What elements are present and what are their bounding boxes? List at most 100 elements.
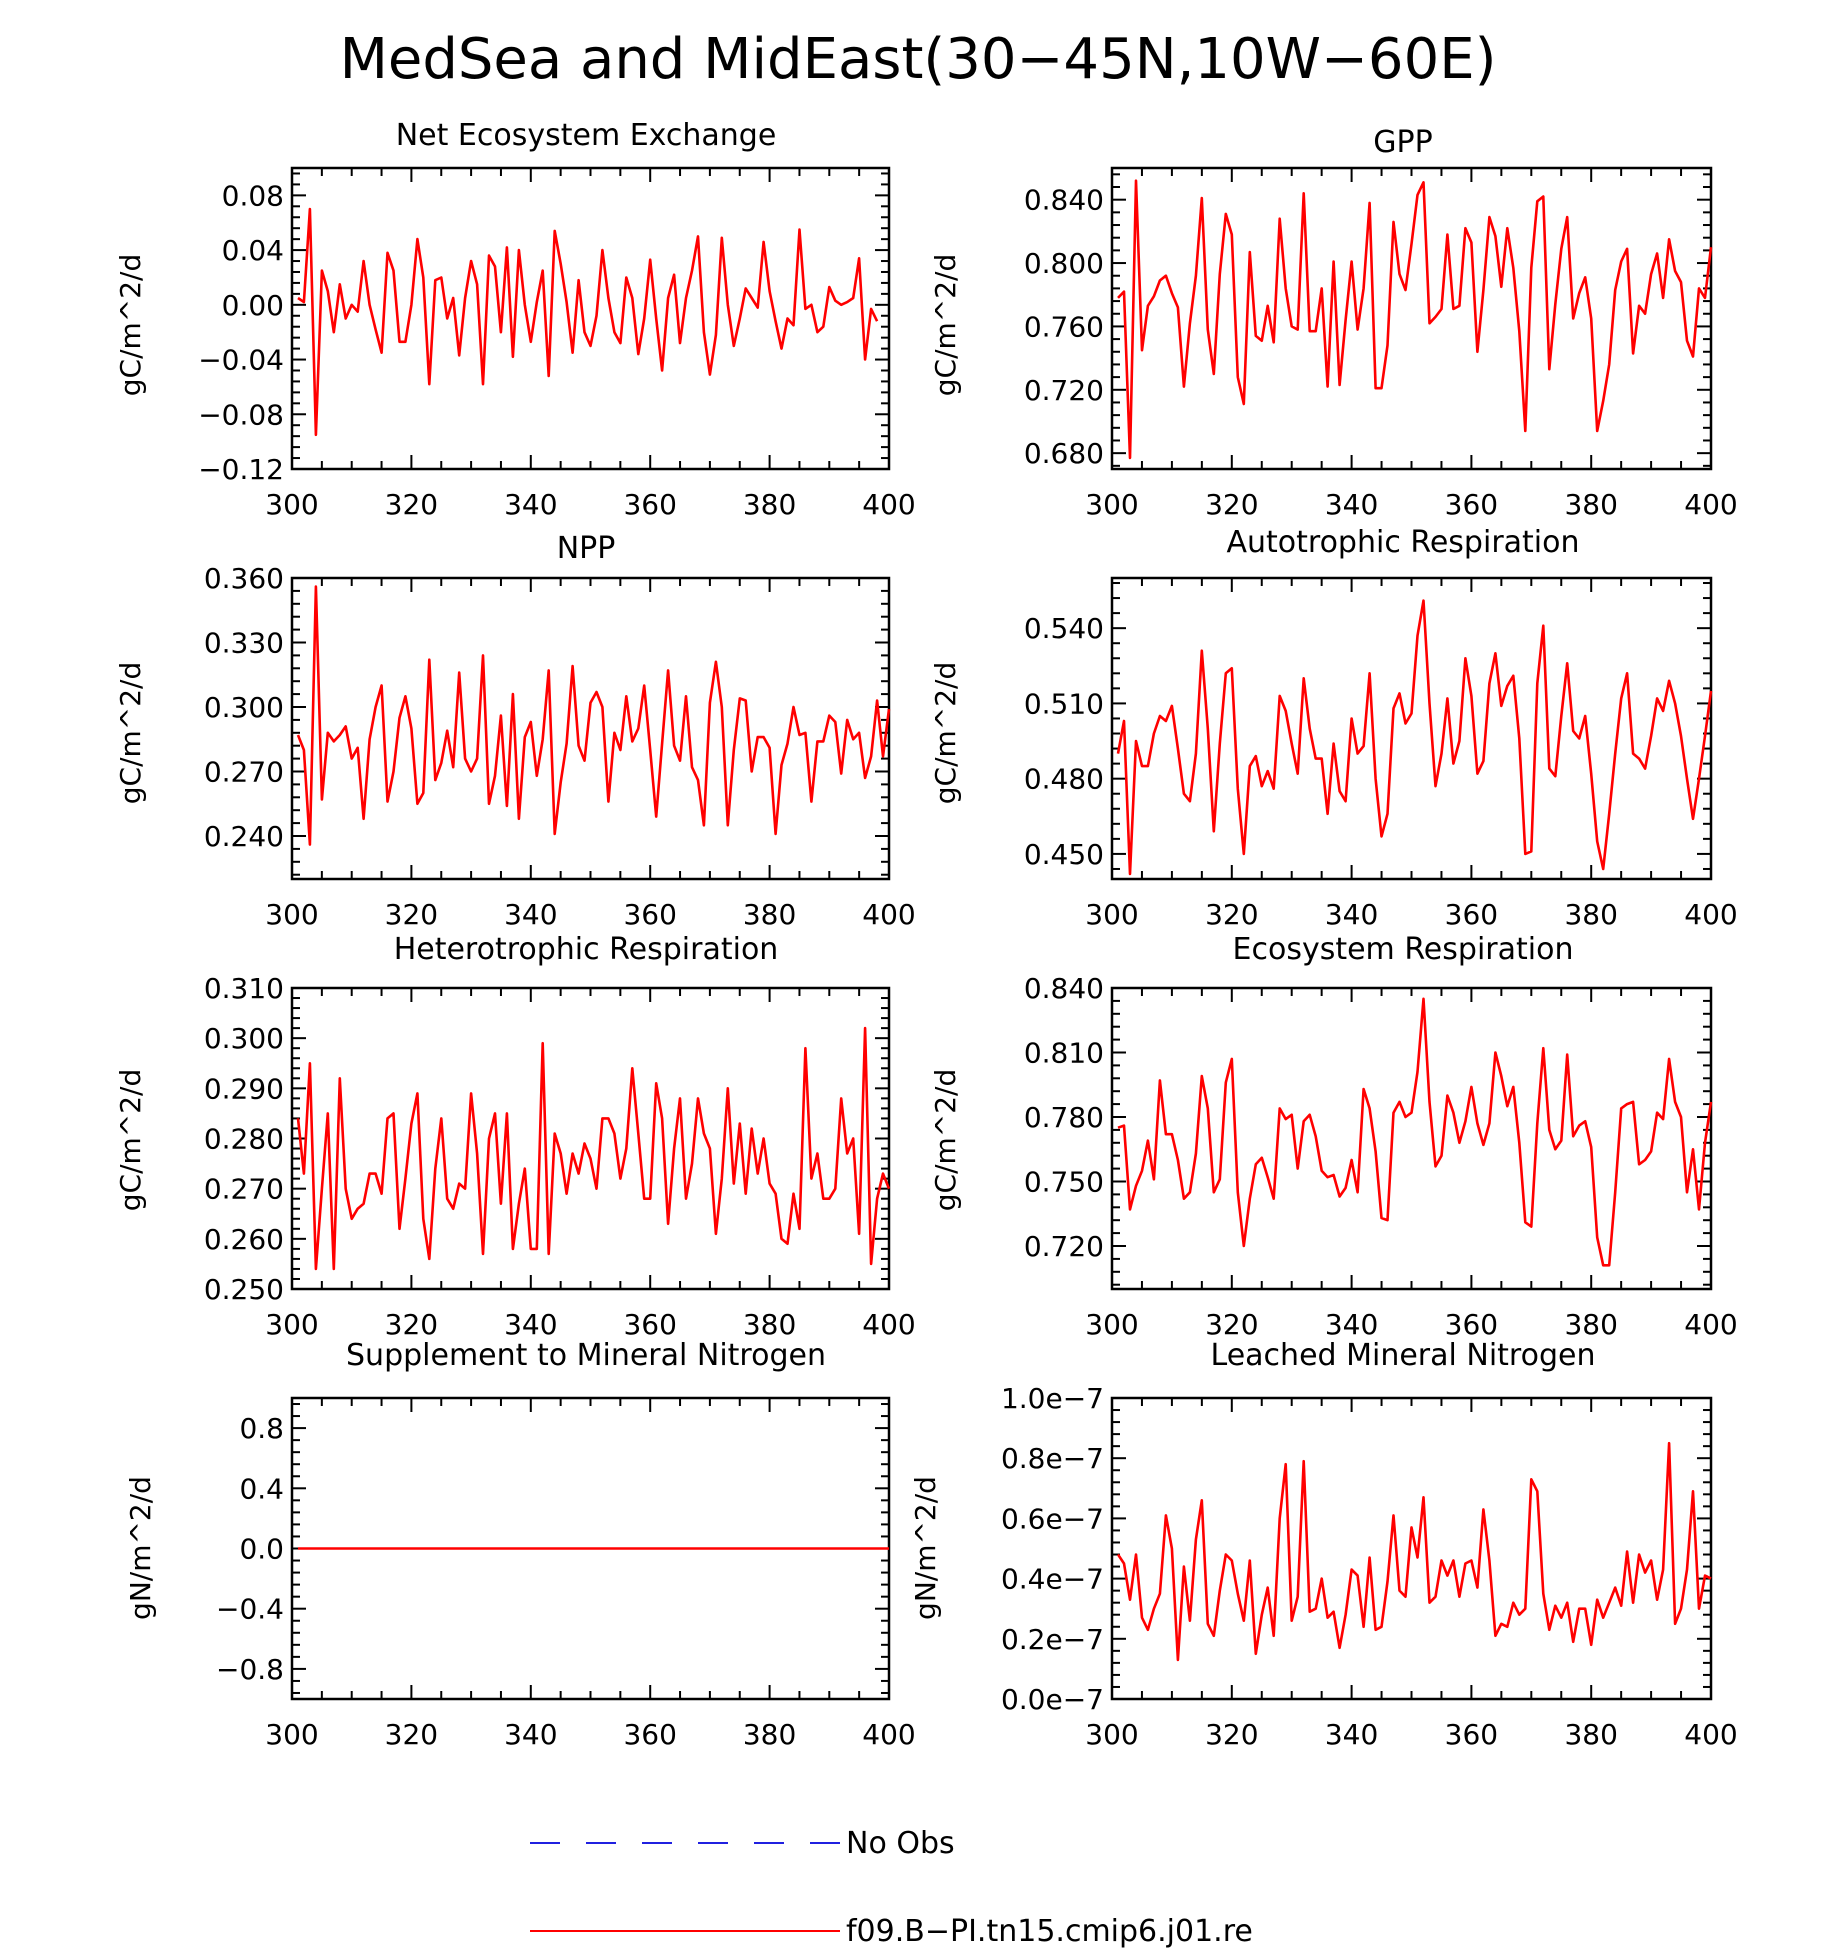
y-tick-label: 1.0e−7 [1001,1382,1104,1415]
x-tick-label: 360 [623,898,676,931]
panel-ecosystem-respiration: Ecosystem Respiration gC/m^2/d 300 320 340… [929,932,1738,1341]
y-tick-label: 0.800 [1024,247,1104,280]
x-tick-label: 300 [1085,898,1138,931]
panel-title: NPP [557,531,616,566]
x-tick-label: 300 [1085,1718,1138,1751]
x-tick-label: 360 [1445,488,1498,521]
y-tick-label: −0.12 [198,453,284,486]
y-axis-label: gC/m^2/d [114,1069,147,1212]
y-tick-label: 0.00 [222,289,284,322]
y-axis-label: gC/m^2/d [929,1069,962,1212]
y-tick-label: 0.720 [1024,374,1104,407]
panel-supplement-to-mineral-nitrogen: Supplement to Mineral Nitrogen gN/m^2/d … [124,1338,916,1751]
x-tick-label: 400 [862,898,915,931]
legend-label-model: f09.B−PI.tn15.cmip6.j01.re [846,1914,1253,1948]
y-tick-label: 0.08 [222,179,284,212]
x-tick-label: 360 [1445,1718,1498,1751]
series-line [1116,599,1713,876]
x-tick-label: 380 [1564,488,1617,521]
x-tick-label: 340 [1325,1308,1378,1341]
y-axis-label: gN/m^2/d [909,1476,942,1620]
legend-label-no-obs: No Obs [846,1826,955,1861]
main-title: MedSea and MidEast(30−45N,10W−60E) [340,27,1497,92]
x-tick-label: 380 [743,488,796,521]
y-tick-label: −0.8 [216,1653,284,1686]
y-tick-label: 0.280 [204,1123,284,1156]
y-tick-label: 0.450 [1024,838,1104,871]
y-tick-label: 0.300 [204,691,284,724]
x-tick-label: 380 [1564,1718,1617,1751]
panel-gpp: GPP gC/m^2/d 300 320 340 360 380 400 0.680 0.72… [929,125,1738,521]
x-tick-label: 400 [1684,1718,1737,1751]
series-line [1117,179,1713,460]
series-line [296,585,891,846]
y-tick-label: 0.260 [204,1223,284,1256]
x-tick-label: 320 [1205,488,1258,521]
panel-title: Autotrophic Respiration [1226,525,1579,560]
y-tick-label: −0.08 [198,398,284,431]
x-tick-label: 300 [1085,1308,1138,1341]
plot-frame [290,166,891,471]
x-tick-label: 340 [504,898,557,931]
y-tick-label: 0.540 [1024,612,1104,645]
x-tick-label: 320 [1205,898,1258,931]
panel-title: Ecosystem Respiration [1233,932,1574,967]
panel-npp: NPP gC/m^2/d 300 320 340 360 380 400 0.240 0.27… [114,531,916,931]
y-tick-label: 0.250 [204,1273,284,1306]
panel-title: GPP [1373,125,1432,160]
series-line [296,1026,891,1271]
y-tick-label: 0.8e−7 [1001,1442,1104,1475]
legend: No Obs f09.B−PI.tn15.cmip6.j01.re [530,1826,1253,1948]
x-tick-label: 400 [1684,898,1737,931]
y-axis-label: gC/m^2/d [114,254,147,397]
panel-title: Supplement to Mineral Nitrogen [346,1338,826,1373]
x-tick-label: 380 [743,1308,796,1341]
plot-frame [1110,1396,1713,1701]
series-line [1116,1441,1712,1662]
x-tick-label: 360 [1445,1308,1498,1341]
y-tick-label: 0.4e−7 [1001,1563,1104,1596]
x-tick-label: 320 [385,898,438,931]
x-tick-label: 300 [265,1308,318,1341]
y-tick-label: 0.0e−7 [1001,1683,1104,1716]
x-tick-label: 400 [862,488,915,521]
y-tick-label: 0.840 [1024,972,1104,1005]
x-tick-label: 320 [1205,1718,1258,1751]
y-tick-label: 0.680 [1024,437,1104,470]
x-tick-label: 360 [623,1718,676,1751]
x-tick-label: 360 [623,488,676,521]
x-tick-label: 380 [743,1718,796,1751]
y-tick-label: 0.760 [1024,310,1104,343]
y-tick-label: 0.510 [1024,687,1104,720]
panel-title: Net Ecosystem Exchange [396,118,777,153]
y-tick-label: −0.04 [198,344,284,377]
y-tick-label: −0.4 [216,1593,284,1626]
x-tick-label: 400 [1684,1308,1737,1341]
y-tick-label: 0.270 [204,756,284,789]
x-tick-label: 300 [265,1718,318,1751]
x-tick-label: 320 [1205,1308,1258,1341]
panel-heterotrophic-respiration: Heterotrophic Respiration gC/m^2/d 300 32… [114,932,916,1341]
y-axis-label: gC/m^2/d [114,662,147,805]
y-tick-label: 0.270 [204,1173,284,1206]
plot-frame [290,576,891,881]
x-tick-label: 340 [1325,1718,1378,1751]
x-tick-label: 400 [862,1308,915,1341]
x-tick-label: 380 [1564,1308,1617,1341]
y-tick-label: 0.2e−7 [1001,1623,1104,1656]
x-tick-label: 340 [504,1718,557,1751]
y-tick-label: 0.0 [239,1533,284,1566]
x-tick-label: 320 [385,488,438,521]
x-tick-label: 380 [743,898,796,931]
x-tick-label: 320 [385,1308,438,1341]
y-tick-label: 0.300 [204,1022,284,1055]
panel-autotrophic-respiration: Autotrophic Respiration gC/m^2/d 300 320 3… [929,525,1738,931]
y-tick-label: 0.310 [204,972,284,1005]
y-axis-label: gN/m^2/d [124,1476,157,1620]
panel-title: Heterotrophic Respiration [394,932,779,967]
x-tick-label: 340 [504,1308,557,1341]
y-tick-label: 0.8 [239,1412,284,1445]
y-axis-label: gC/m^2/d [929,254,962,397]
series-line [297,207,879,437]
panel-title: Leached Mineral Nitrogen [1211,1338,1596,1373]
